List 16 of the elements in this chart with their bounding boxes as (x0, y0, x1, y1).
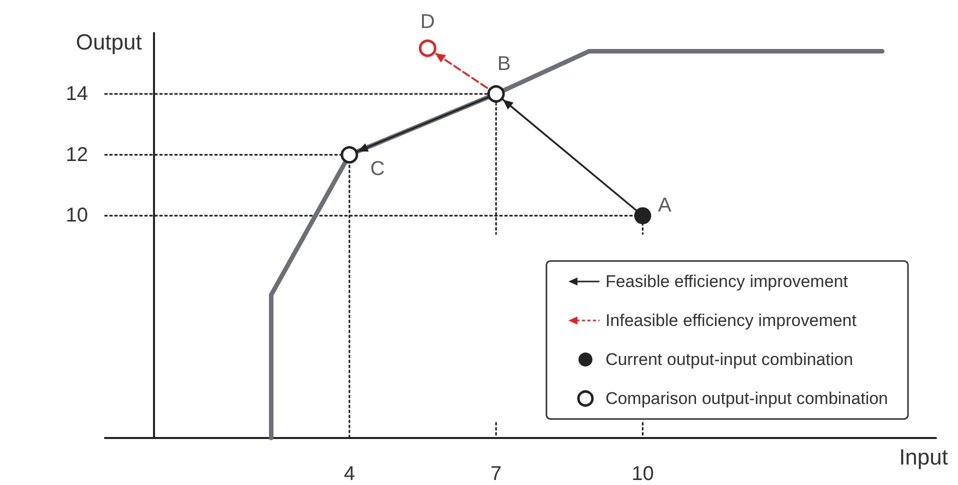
legend-label: Current output-input combination (605, 350, 854, 369)
y-tick-label: 14 (66, 82, 88, 105)
y-tick-label: 10 (66, 204, 88, 227)
legend-label: Infeasible efficiency improvement (605, 311, 857, 330)
x-axis-title: Input (899, 444, 948, 470)
annotation: D (420, 11, 435, 34)
legend-label: Comparison output-input combination (605, 389, 888, 408)
x-tick-label: 10 (632, 463, 654, 485)
annotation: A (658, 194, 672, 217)
x-tick-label: 4 (344, 463, 355, 485)
y-axis-title: Output (76, 30, 142, 54)
annotation: C (370, 158, 385, 180)
legend-label: Feasible efficiency improvement (605, 272, 848, 291)
x-tick-label: 7 (490, 463, 502, 485)
annotation: B (497, 52, 511, 75)
y-tick-label: 12 (66, 144, 88, 166)
